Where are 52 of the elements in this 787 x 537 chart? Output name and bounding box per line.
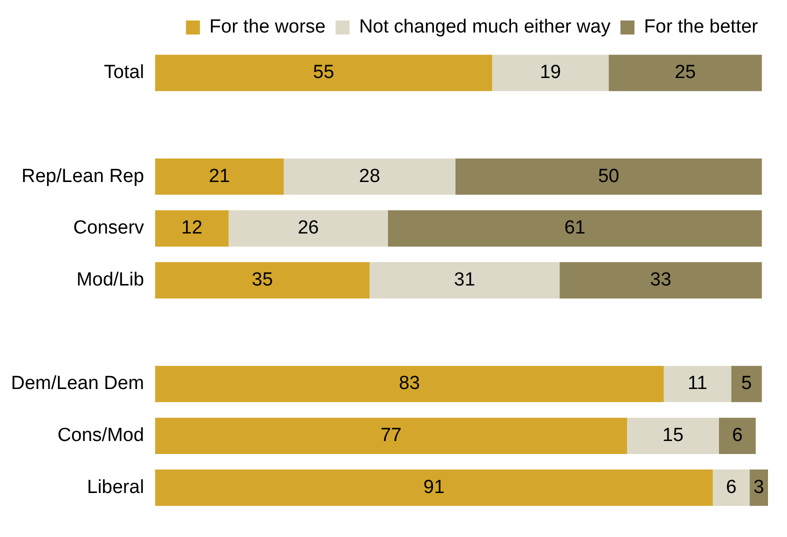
data-label: 25 bbox=[674, 62, 696, 84]
bar bbox=[560, 262, 762, 298]
data-label: 3 bbox=[754, 476, 764, 498]
data-label: 11 bbox=[688, 373, 708, 394]
data-label: 6 bbox=[726, 476, 737, 498]
bar bbox=[455, 158, 762, 195]
data-label: 26 bbox=[298, 218, 319, 239]
data-label: 61 bbox=[564, 218, 586, 239]
data-label: 91 bbox=[423, 476, 445, 498]
bar bbox=[155, 210, 229, 247]
bar bbox=[664, 366, 732, 402]
bar bbox=[155, 470, 713, 506]
data-label: 15 bbox=[662, 425, 684, 446]
data-label: 19 bbox=[540, 62, 561, 84]
legend-label: For the worse bbox=[209, 16, 326, 38]
y-tick-label: Rep/Lean Rep bbox=[22, 166, 144, 187]
bar bbox=[284, 158, 456, 195]
data-label: 31 bbox=[454, 270, 476, 291]
y-tick-label: Liberal bbox=[87, 476, 144, 498]
bar bbox=[492, 54, 609, 92]
bar bbox=[155, 54, 492, 92]
y-tick-label: Dem/Lean Dem bbox=[10, 373, 144, 394]
data-label: 12 bbox=[181, 218, 202, 239]
y-tick-label: Mod/Lib bbox=[76, 270, 144, 291]
bar bbox=[370, 262, 560, 298]
bar bbox=[731, 366, 762, 402]
y-tick-label: Total bbox=[104, 62, 144, 84]
bar bbox=[608, 54, 762, 92]
data-label: 5 bbox=[741, 373, 752, 394]
data-label: 83 bbox=[398, 373, 420, 394]
bar bbox=[155, 366, 664, 402]
bar bbox=[155, 158, 284, 195]
data-label: 35 bbox=[252, 270, 273, 291]
data-label: 6 bbox=[732, 425, 743, 446]
data-label: 77 bbox=[380, 425, 402, 446]
bar bbox=[627, 418, 719, 454]
bar bbox=[388, 210, 762, 247]
bar bbox=[750, 470, 768, 506]
data-label: 55 bbox=[313, 62, 334, 84]
data-label: 33 bbox=[650, 270, 672, 291]
bar bbox=[718, 418, 756, 454]
bar bbox=[712, 470, 750, 506]
data-label: 28 bbox=[359, 166, 380, 187]
bar bbox=[155, 262, 370, 298]
y-tick-label: Cons/Mod bbox=[57, 425, 144, 446]
bar bbox=[155, 418, 628, 454]
bar bbox=[228, 210, 388, 247]
data-label: 21 bbox=[208, 166, 230, 187]
legend-label: For the better bbox=[644, 16, 759, 38]
y-tick-label: Conserv bbox=[73, 218, 145, 239]
data-label: 50 bbox=[598, 166, 620, 187]
legend-label: Not changed much either way bbox=[359, 16, 611, 38]
